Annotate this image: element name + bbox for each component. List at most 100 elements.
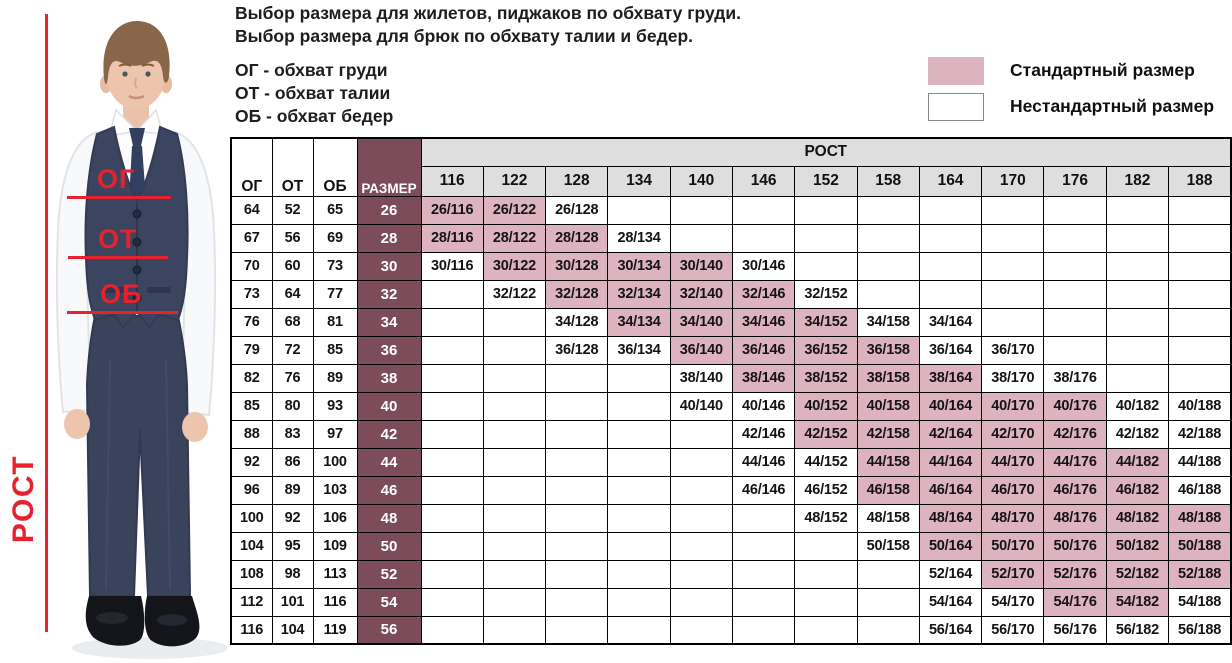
- column-header-hips: ОБ: [312, 137, 358, 197]
- height-column-146: 146: [731, 165, 796, 197]
- empty-cell: [669, 559, 733, 589]
- height-column-128: 128: [545, 165, 609, 197]
- empty-cell: [420, 475, 484, 505]
- height-column-152: 152: [794, 165, 858, 197]
- hips-value: 116: [312, 587, 358, 617]
- empty-cell: [545, 363, 609, 393]
- waist-value: 68: [271, 307, 314, 337]
- hips-measure-line: [67, 311, 178, 314]
- height-column-170: 170: [981, 165, 1045, 197]
- empty-cell: [918, 279, 983, 309]
- table-row-size-36: 79 72 85 36 36/128 36/134 36/140 36/146 36/152 36…: [230, 335, 1232, 365]
- size-height-cell-42-164: 42/164: [918, 419, 983, 449]
- empty-cell: [1168, 195, 1232, 225]
- standard-size-swatch: [928, 56, 984, 85]
- size-height-cell-36-128: 36/128: [545, 335, 609, 365]
- empty-cell: [731, 587, 796, 617]
- empty-cell: [856, 195, 920, 225]
- size-height-cell-46-164: 46/164: [918, 475, 983, 505]
- empty-cell: [1105, 307, 1170, 337]
- size-height-cell-46-170: 46/170: [981, 475, 1045, 505]
- chest-annotation-label: ОГ: [97, 164, 136, 194]
- empty-cell: [1168, 307, 1232, 337]
- empty-cell: [1043, 335, 1107, 365]
- empty-cell: [731, 615, 796, 645]
- empty-cell: [794, 531, 858, 561]
- size-height-cell-50-170: 50/170: [981, 531, 1045, 561]
- height-column-122: 122: [482, 165, 547, 197]
- chest-value: 116: [230, 615, 273, 645]
- waist-value: 56: [271, 223, 314, 253]
- size-height-cell-32-140: 32/140: [669, 279, 733, 309]
- empty-cell: [545, 559, 609, 589]
- size-height-cell-50-158: 50/158: [856, 531, 920, 561]
- waist-value: 80: [271, 391, 314, 421]
- empty-cell: [1105, 251, 1170, 281]
- chest-value: 73: [230, 279, 273, 309]
- empty-cell: [669, 447, 733, 477]
- size-height-cell-32-134: 32/134: [607, 279, 671, 309]
- legend: Стандартный размер Нестандартный размер: [928, 56, 1214, 128]
- empty-cell: [794, 251, 858, 281]
- hips-value: 65: [312, 195, 358, 225]
- size-height-cell-26-116: 26/116: [420, 195, 484, 225]
- empty-cell: [607, 363, 671, 393]
- empty-cell: [1105, 335, 1170, 365]
- size-height-cell-32-152: 32/152: [794, 279, 858, 309]
- column-header-waist: ОТ: [271, 137, 314, 197]
- empty-cell: [607, 195, 671, 225]
- empty-cell: [1168, 363, 1232, 393]
- table-row-size-34: 76 68 81 34 34/128 34/134 34/140 34/146 34/152 34…: [230, 307, 1232, 337]
- chest-value: 76: [230, 307, 273, 337]
- empty-cell: [545, 615, 609, 645]
- size-height-cell-52-188: 52/188: [1168, 559, 1232, 589]
- size-height-cell-52-170: 52/170: [981, 559, 1045, 589]
- size-height-cell-46-182: 46/182: [1105, 475, 1170, 505]
- size-height-cell-40-146: 40/146: [731, 391, 796, 421]
- chest-value: 67: [230, 223, 273, 253]
- empty-cell: [482, 531, 547, 561]
- empty-cell: [1168, 223, 1232, 253]
- empty-cell: [420, 503, 484, 533]
- empty-cell: [1168, 335, 1232, 365]
- empty-cell: [482, 503, 547, 533]
- table-row-size-44: 92 86 100 44 44/146 44/152 44/158 44/164 44/170 4…: [230, 447, 1232, 477]
- empty-cell: [856, 615, 920, 645]
- empty-cell: [794, 615, 858, 645]
- waist-value: 89: [271, 475, 314, 505]
- empty-cell: [1043, 195, 1107, 225]
- hips-value: 89: [312, 363, 358, 393]
- empty-cell: [1168, 251, 1232, 281]
- empty-cell: [545, 419, 609, 449]
- size-height-cell-54-164: 54/164: [918, 587, 983, 617]
- size-height-cell-44-182: 44/182: [1105, 447, 1170, 477]
- size-height-cell-38-140: 38/140: [669, 363, 733, 393]
- waist-value: 76: [271, 363, 314, 393]
- size-height-cell-44-176: 44/176: [1043, 447, 1107, 477]
- hips-value: 100: [312, 447, 358, 477]
- empty-cell: [420, 391, 484, 421]
- empty-cell: [607, 503, 671, 533]
- empty-cell: [669, 223, 733, 253]
- size-height-cell-56-170: 56/170: [981, 615, 1045, 645]
- table-row-size-28: 67 56 69 28 28/116 28/122 28/128 28/134: [230, 223, 1232, 253]
- hips-value: 69: [312, 223, 358, 253]
- size-height-cell-30-140: 30/140: [669, 251, 733, 281]
- empty-cell: [981, 195, 1045, 225]
- size-height-cell-36-140: 36/140: [669, 335, 733, 365]
- table-row-size-56: 116 104 119 56 56/164 56/170 56/176 56/182 56/18…: [230, 615, 1232, 645]
- model-figure: ОГ ОТ ОБ РОСТ: [0, 0, 230, 663]
- empty-cell: [731, 195, 796, 225]
- size-height-cell-54-176: 54/176: [1043, 587, 1107, 617]
- size-height-cell-40-158: 40/158: [856, 391, 920, 421]
- empty-cell: [420, 587, 484, 617]
- height-column-116: 116: [420, 165, 484, 197]
- empty-cell: [794, 587, 858, 617]
- empty-cell: [856, 251, 920, 281]
- size-height-cell-28-122: 28/122: [482, 223, 547, 253]
- size-value: 36: [356, 335, 422, 365]
- empty-cell: [981, 279, 1045, 309]
- empty-cell: [545, 447, 609, 477]
- waist-value: 92: [271, 503, 314, 533]
- empty-cell: [482, 391, 547, 421]
